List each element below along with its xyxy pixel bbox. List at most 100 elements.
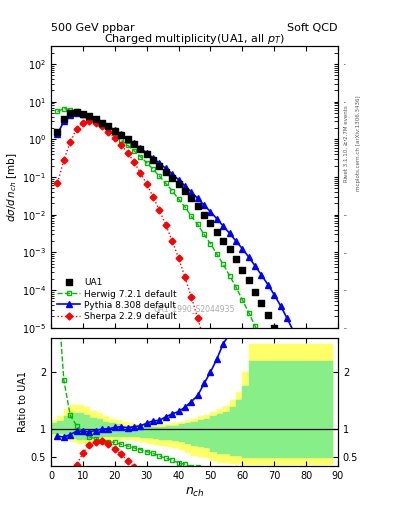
Herwig 7.2.1 default — [266, 353, 270, 359]
Sherpa 2.2.9 default — [144, 181, 149, 187]
UA1 — [201, 210, 207, 219]
UA1 — [265, 311, 271, 319]
Herwig 7.2.1 default — [298, 444, 302, 451]
Herwig 7.2.1 default — [94, 119, 98, 125]
Pythia 8.308 default — [253, 263, 257, 269]
Pythia 8.308 default — [119, 132, 123, 138]
Sherpa 2.2.9 default — [170, 238, 174, 244]
Herwig 7.2.1 default — [132, 147, 136, 154]
Herwig 7.2.1 default — [246, 310, 251, 316]
Sherpa 2.2.9 default — [195, 315, 200, 321]
Pythia 8.308 default — [68, 112, 73, 118]
Pythia 8.308 default — [189, 189, 194, 195]
Herwig 7.2.1 default — [208, 241, 213, 247]
Pythia 8.308 default — [240, 246, 245, 252]
Herwig 7.2.1 default — [163, 180, 168, 186]
Herwig 7.2.1 default — [240, 297, 245, 303]
UA1 — [105, 122, 112, 131]
Y-axis label: $d\sigma/d\,n_{ch}$ [mb]: $d\sigma/d\,n_{ch}$ [mb] — [6, 152, 19, 222]
UA1 — [99, 118, 105, 126]
Pythia 8.308 default — [74, 110, 79, 116]
Pythia 8.308 default — [170, 171, 174, 177]
Herwig 7.2.1 default — [112, 132, 117, 138]
Text: 500 GeV ppbar: 500 GeV ppbar — [51, 23, 135, 33]
Pythia 8.308 default — [291, 328, 296, 334]
UA1 — [131, 140, 137, 148]
Herwig 7.2.1 default — [125, 142, 130, 148]
Pythia 8.308 default — [259, 272, 264, 278]
Herwig 7.2.1 default — [189, 214, 194, 220]
Line: Sherpa 2.2.9 default: Sherpa 2.2.9 default — [55, 119, 289, 512]
Line: Herwig 7.2.1 default: Herwig 7.2.1 default — [55, 106, 334, 512]
Herwig 7.2.1 default — [81, 112, 85, 118]
Herwig 7.2.1 default — [144, 160, 149, 166]
Sherpa 2.2.9 default — [208, 361, 213, 367]
UA1 — [169, 174, 175, 182]
UA1 — [61, 115, 67, 123]
Herwig 7.2.1 default — [278, 385, 283, 391]
UA1 — [156, 162, 163, 170]
Pythia 8.308 default — [246, 254, 251, 260]
Herwig 7.2.1 default — [119, 137, 123, 143]
UA1 — [252, 288, 258, 296]
UA1 — [175, 180, 182, 188]
UA1 — [73, 109, 80, 117]
Pythia 8.308 default — [266, 282, 270, 288]
Herwig 7.2.1 default — [68, 106, 73, 113]
Herwig 7.2.1 default — [304, 468, 309, 475]
UA1 — [208, 219, 214, 227]
UA1 — [258, 299, 264, 307]
Pythia 8.308 default — [285, 315, 289, 321]
UA1 — [195, 202, 201, 210]
Title: Charged multiplicity(UA1, all $p_T$): Charged multiplicity(UA1, all $p_T$) — [104, 32, 285, 46]
Herwig 7.2.1 default — [157, 173, 162, 179]
X-axis label: $n_{ch}$: $n_{ch}$ — [185, 486, 204, 499]
Herwig 7.2.1 default — [221, 261, 226, 267]
Pythia 8.308 default — [81, 111, 85, 117]
Pythia 8.308 default — [61, 118, 66, 124]
UA1 — [150, 156, 156, 164]
Sherpa 2.2.9 default — [61, 157, 66, 163]
Pythia 8.308 default — [176, 177, 181, 183]
Herwig 7.2.1 default — [176, 196, 181, 202]
Sherpa 2.2.9 default — [138, 169, 143, 176]
Herwig 7.2.1 default — [74, 109, 79, 115]
Pythia 8.308 default — [100, 119, 105, 125]
Text: mcplots.cern.ch [arXiv:1306.3436]: mcplots.cern.ch [arXiv:1306.3436] — [356, 96, 361, 191]
Pythia 8.308 default — [195, 196, 200, 202]
Sherpa 2.2.9 default — [74, 126, 79, 132]
UA1 — [80, 110, 86, 118]
Pythia 8.308 default — [208, 209, 213, 215]
Pythia 8.308 default — [106, 123, 111, 130]
Herwig 7.2.1 default — [291, 422, 296, 429]
Pythia 8.308 default — [221, 223, 226, 229]
UA1 — [86, 112, 92, 120]
Herwig 7.2.1 default — [183, 204, 187, 210]
Sherpa 2.2.9 default — [227, 440, 232, 446]
Sherpa 2.2.9 default — [215, 386, 219, 392]
Herwig 7.2.1 default — [100, 123, 105, 130]
Herwig 7.2.1 default — [272, 368, 277, 374]
Pythia 8.308 default — [227, 230, 232, 237]
UA1 — [163, 167, 169, 176]
Pythia 8.308 default — [304, 359, 309, 366]
Pythia 8.308 default — [151, 155, 156, 161]
Pythia 8.308 default — [278, 303, 283, 309]
Pythia 8.308 default — [112, 127, 117, 133]
UA1 — [54, 127, 61, 136]
Sherpa 2.2.9 default — [176, 255, 181, 261]
Pythia 8.308 default — [87, 114, 92, 120]
Pythia 8.308 default — [157, 160, 162, 166]
Sherpa 2.2.9 default — [163, 222, 168, 228]
Herwig 7.2.1 default — [61, 105, 66, 112]
Sherpa 2.2.9 default — [119, 142, 123, 148]
Herwig 7.2.1 default — [227, 272, 232, 279]
Pythia 8.308 default — [55, 131, 60, 137]
Herwig 7.2.1 default — [106, 127, 111, 134]
Herwig 7.2.1 default — [87, 115, 92, 121]
Sherpa 2.2.9 default — [87, 118, 92, 124]
Sherpa 2.2.9 default — [183, 274, 187, 280]
Pythia 8.308 default — [163, 165, 168, 172]
Herwig 7.2.1 default — [233, 284, 238, 290]
Text: Rivet 3.1.10, ≥ 2.7M events: Rivet 3.1.10, ≥ 2.7M events — [344, 105, 349, 182]
